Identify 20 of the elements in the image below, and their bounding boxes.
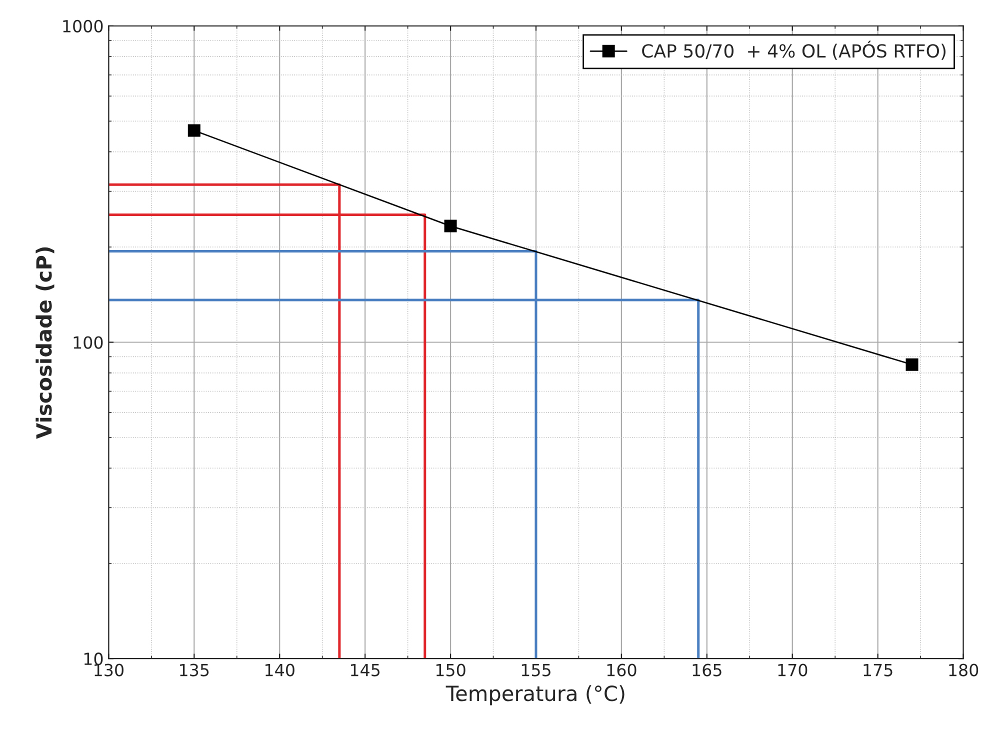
y-tick-label: 10 <box>84 652 103 666</box>
point <box>906 358 918 371</box>
point <box>188 124 200 137</box>
y-tick-label: 100 <box>74 336 103 349</box>
x-tick-label: 145 <box>350 664 380 676</box>
x-tick-label: 155 <box>522 664 550 676</box>
x-tick-label: 135 <box>180 664 209 676</box>
x-tick-label: 150 <box>436 664 466 676</box>
x-tick-label: 165 <box>692 664 722 676</box>
x-axis-title: Temperatura (°C) <box>446 685 624 706</box>
legend-label: CAP 50/70 + 4% OL (APÓS RTFO) <box>642 40 946 60</box>
x-tick-label: 175 <box>864 664 892 676</box>
x-tick-label: 130 <box>94 664 124 676</box>
x-tick-label: 160 <box>607 664 636 676</box>
point <box>444 220 457 232</box>
x-tick-label: 170 <box>778 664 808 676</box>
x-tick-label: 180 <box>949 664 978 676</box>
y-tick-label: 1000 <box>63 20 103 32</box>
y-axis-title: Viscosidade (cP) <box>36 247 54 439</box>
x-tick-label: 140 <box>266 664 294 676</box>
